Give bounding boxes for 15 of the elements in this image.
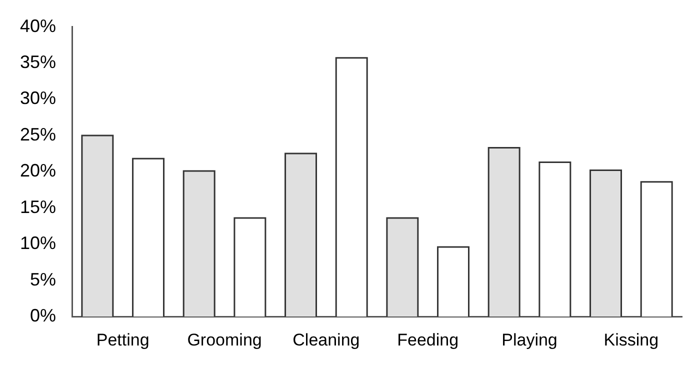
x-tick-label: Kissing xyxy=(604,330,659,350)
x-tick-label: Cleaning xyxy=(292,330,360,350)
y-tick-label: 0% xyxy=(30,306,56,326)
x-tick-label: Petting xyxy=(96,330,150,350)
y-tick-label: 30% xyxy=(20,88,56,108)
y-tick-label: 15% xyxy=(20,196,56,217)
y-tick-label: 10% xyxy=(20,233,56,254)
y-tick-label: 5% xyxy=(30,269,56,290)
y-tick-label: 35% xyxy=(20,52,56,72)
y-tick-label: 40% xyxy=(20,16,56,36)
x-tick-label: Playing xyxy=(502,330,558,350)
y-tick-label: 25% xyxy=(20,124,56,144)
y-tick-label: 20% xyxy=(20,160,56,181)
x-tick-label: Feeding xyxy=(397,330,459,350)
x-tick-label: Grooming xyxy=(187,330,262,350)
